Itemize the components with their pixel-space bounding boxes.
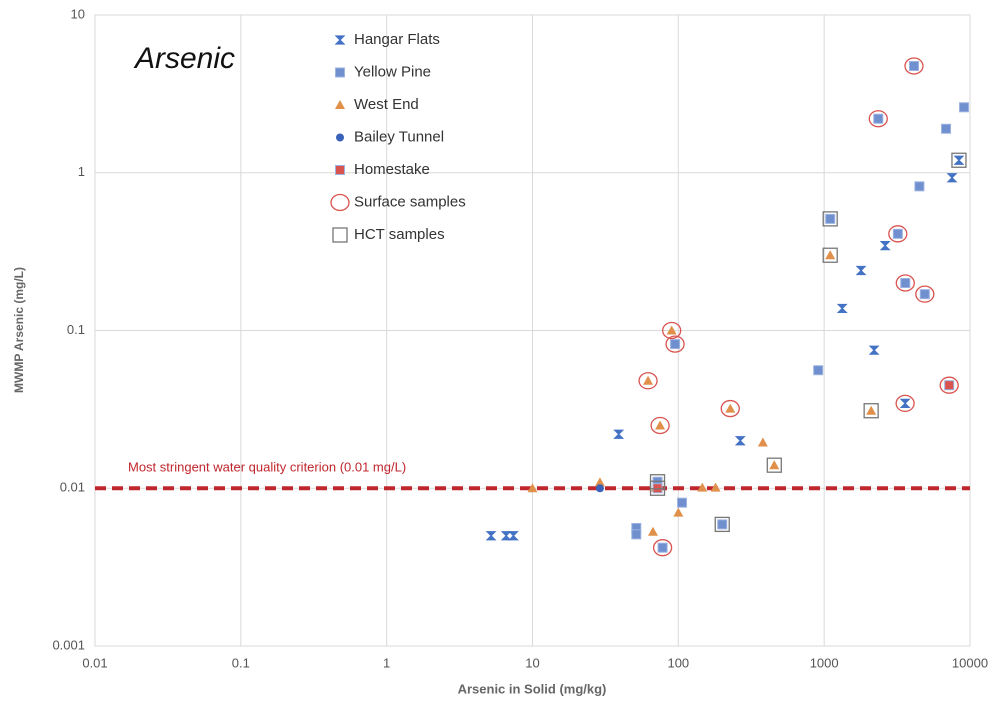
x-tick-label: 10 (525, 655, 539, 670)
data-point (670, 339, 681, 350)
data-point (631, 529, 642, 540)
data-point (946, 173, 958, 183)
data-point (643, 375, 654, 385)
data-point (914, 181, 925, 192)
x-tick-label: 0.01 (82, 655, 107, 670)
legend-label: West End (354, 96, 419, 113)
data-point (873, 113, 884, 124)
x-tick-label: 1000 (810, 655, 839, 670)
y-tick-label: 0.001 (52, 637, 85, 652)
data-point (657, 542, 668, 553)
data-point (855, 265, 867, 276)
x-tick-label: 100 (667, 655, 689, 670)
legend-label: Bailey Tunnel (354, 128, 444, 145)
legend-marker (335, 100, 345, 109)
data-point (677, 497, 688, 508)
data-point (638, 372, 658, 390)
data-point (836, 303, 848, 314)
data-point (769, 460, 780, 470)
data-point (717, 519, 728, 530)
legend-label: Surface samples (354, 193, 466, 210)
data-point (919, 289, 930, 300)
data-point (868, 110, 888, 128)
data-point (673, 507, 684, 517)
data-point (613, 429, 625, 439)
data-point (825, 250, 836, 260)
data-point (904, 57, 924, 75)
data-point (714, 516, 730, 533)
data-point (915, 285, 935, 303)
data-point (527, 483, 538, 493)
data-point (662, 321, 682, 340)
x-axis-label: Arsenic in Solid (mg/kg) (458, 681, 607, 696)
data-point (822, 247, 838, 263)
data-point (666, 325, 677, 335)
data-point (507, 531, 519, 541)
data-point (866, 405, 877, 415)
data-point (953, 155, 965, 165)
x-tick-label: 0.1 (232, 655, 250, 670)
legend-marker (334, 35, 346, 45)
chart-title: Arsenic (133, 42, 235, 75)
data-point (485, 531, 497, 541)
plot-frame (94, 14, 971, 647)
data-point (652, 539, 673, 557)
data-point (888, 225, 908, 243)
data-point (665, 335, 685, 353)
legend-label: HCT samples (354, 226, 445, 243)
data-point (892, 228, 903, 239)
data-point (650, 416, 670, 435)
data-point (725, 403, 736, 413)
data-point (939, 376, 959, 394)
data-point (868, 345, 880, 355)
data-point (951, 152, 967, 168)
y-tick-label: 0.01 (60, 480, 85, 495)
data-point (899, 398, 911, 409)
legend-marker (335, 165, 345, 175)
legend-marker (332, 227, 348, 243)
data-point (879, 241, 891, 251)
data-point (595, 484, 604, 493)
data-point (908, 61, 919, 72)
data-point (710, 482, 721, 492)
reference-label: Most stringent water quality criterion (… (128, 460, 406, 475)
data-point (720, 399, 740, 418)
data-point (734, 436, 746, 446)
y-tick-label: 10 (71, 6, 85, 21)
data-point (941, 123, 952, 134)
data-point (895, 394, 915, 413)
y-tick-label: 1 (78, 164, 85, 179)
y-axis-label: MWMP Arsenic (mg/L) (12, 267, 26, 393)
data-point (895, 274, 915, 292)
legend-marker (335, 67, 345, 78)
data-point (647, 526, 658, 536)
legend-label: Hangar Flats (354, 31, 440, 48)
data-point (900, 278, 911, 289)
data-point (944, 380, 955, 391)
legend-label: Yellow Pine (354, 63, 431, 80)
legend-marker (330, 193, 350, 212)
data-point (757, 437, 768, 447)
data-point (825, 213, 836, 224)
data-point (766, 457, 782, 473)
x-tick-label: 1 (383, 655, 390, 670)
x-tick-label: 10000 (952, 655, 988, 670)
data-point (500, 531, 512, 541)
data-point (697, 482, 708, 492)
data-point (959, 102, 970, 113)
data-point (813, 365, 824, 376)
data-point (594, 477, 605, 487)
data-point (822, 211, 838, 227)
data-point (649, 480, 666, 496)
y-tick-label: 0.1 (67, 322, 85, 337)
legend-marker (336, 133, 344, 142)
data-point (655, 420, 666, 430)
legend-label: Homestake (354, 161, 430, 178)
data-point (863, 403, 879, 419)
